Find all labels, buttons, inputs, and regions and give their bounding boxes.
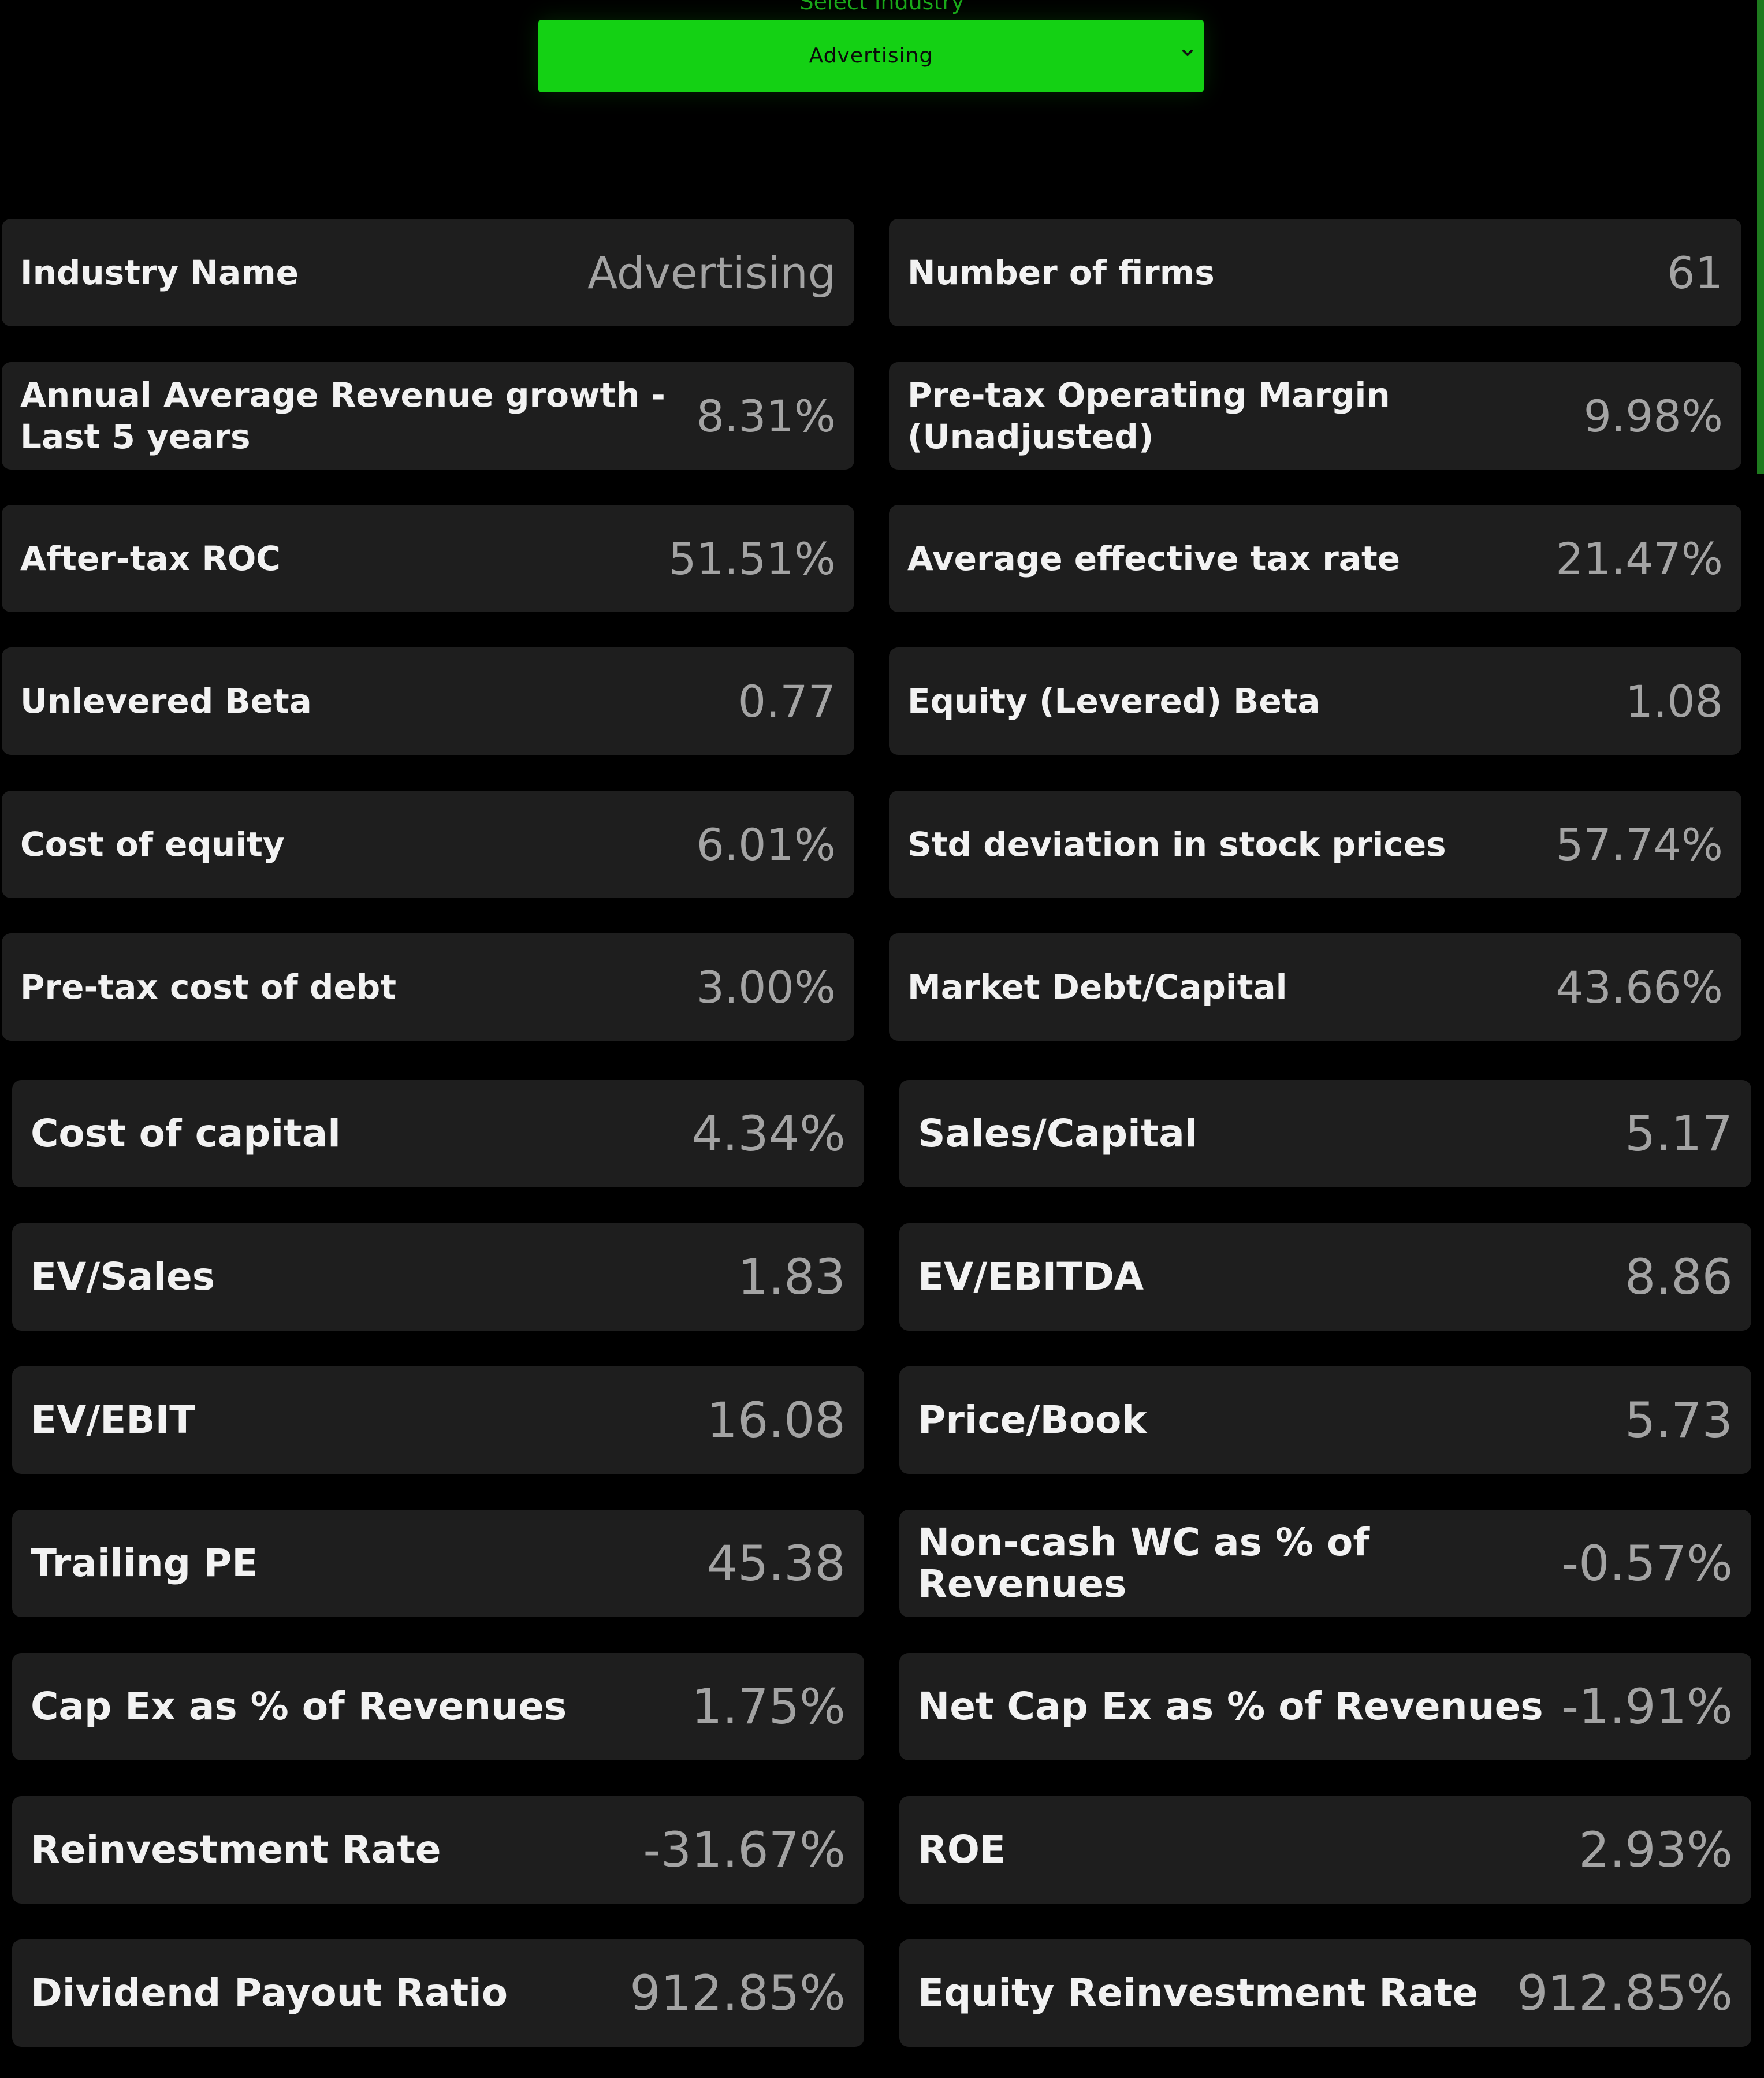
metric-value: 2.93%: [1579, 1822, 1733, 1878]
metric-card-revenue-growth: Annual Average Revenue growth - Last 5 y…: [2, 362, 854, 470]
metric-card-trailing-pe: Trailing PE 45.38: [12, 1510, 864, 1617]
metric-label: Equity Reinvestment Rate: [918, 1971, 1479, 2015]
metric-label: Average effective tax rate: [907, 539, 1401, 578]
metric-label: Number of firms: [907, 253, 1215, 292]
metric-value: Advertising: [587, 247, 836, 299]
metric-card-cost-of-capital: Cost of capital 4.34%: [12, 1080, 864, 1187]
metric-value: 6.01%: [696, 818, 836, 870]
metric-value: 8.86: [1624, 1249, 1733, 1305]
metric-card-market-debt-capital: Market Debt/Capital 43.66%: [889, 933, 1741, 1041]
metric-value: -31.67%: [643, 1822, 846, 1878]
metric-label: ROE: [918, 1827, 1006, 1872]
metric-label: Dividend Payout Ratio: [31, 1971, 508, 2015]
select-industry-label: Select industry: [799, 0, 965, 14]
metric-label: EV/Sales: [31, 1254, 215, 1299]
metric-value: -0.57%: [1561, 1535, 1733, 1592]
metric-label: Cost of equity: [20, 825, 285, 864]
metric-card-net-cap-ex: Net Cap Ex as % of Revenues -1.91%: [899, 1653, 1751, 1760]
metric-label: Price/Book: [918, 1398, 1147, 1442]
metric-value: 9.98%: [1583, 390, 1723, 442]
industry-select-value: Advertising: [809, 44, 933, 68]
metric-label: EV/EBIT: [31, 1398, 196, 1442]
metric-value: 3.00%: [696, 961, 836, 1013]
metric-value: 1.08: [1625, 675, 1723, 727]
metric-label: Pre-tax cost of debt: [20, 967, 397, 1007]
metric-label: Unlevered Beta: [20, 682, 312, 721]
metric-value: 43.66%: [1555, 961, 1723, 1013]
metric-card-operating-margin: Pre-tax Operating Margin (Unadjusted) 9.…: [889, 362, 1741, 470]
metric-card-price-book: Price/Book 5.73: [899, 1366, 1751, 1474]
metric-card-industry-name: Industry Name Advertising: [2, 219, 854, 326]
metric-card-sales-capital: Sales/Capital 5.17: [899, 1080, 1751, 1187]
metric-card-non-cash-wc: Non-cash WC as % of Revenues -0.57%: [899, 1510, 1751, 1617]
metric-value: 912.85%: [1517, 1965, 1733, 2021]
metric-label: Reinvestment Rate: [31, 1827, 441, 1872]
metric-card-std-deviation: Std deviation in stock prices 57.74%: [889, 791, 1741, 898]
metric-label: EV/EBITDA: [918, 1254, 1144, 1299]
metric-card-reinvestment-rate: Reinvestment Rate -31.67%: [12, 1796, 864, 1904]
metric-value: 1.83: [737, 1249, 846, 1305]
metric-label: Non-cash WC as % of Revenues: [918, 1520, 1370, 1606]
metric-value: 57.74%: [1555, 818, 1723, 870]
metric-value: 0.77: [738, 675, 836, 727]
metric-card-equity-reinvestment: Equity Reinvestment Rate 912.85%: [899, 1939, 1751, 2047]
metric-card-after-tax-roc: After-tax ROC 51.51%: [2, 505, 854, 612]
metric-label: Cost of capital: [31, 1111, 341, 1156]
metric-label: Std deviation in stock prices: [907, 825, 1446, 864]
metric-label: Sales/Capital: [918, 1111, 1198, 1156]
metric-label: Trailing PE: [31, 1541, 258, 1585]
metric-label: Market Debt/Capital: [907, 967, 1287, 1007]
metric-label: Pre-tax Operating Margin (Unadjusted): [907, 375, 1390, 456]
industry-select[interactable]: Advertising: [538, 20, 1204, 92]
metric-value: 912.85%: [630, 1965, 846, 2021]
metric-card-unlevered-beta: Unlevered Beta 0.77: [2, 647, 854, 755]
metric-card-pre-tax-cost-of-debt: Pre-tax cost of debt 3.00%: [2, 933, 854, 1041]
page-scrollbar[interactable]: [1757, 0, 1764, 474]
metric-label: After-tax ROC: [20, 539, 281, 578]
metric-value: 51.51%: [668, 532, 836, 584]
metric-card-roe: ROE 2.93%: [899, 1796, 1751, 1904]
metric-label: Annual Average Revenue growth - Last 5 y…: [20, 375, 665, 456]
metric-value: 5.73: [1624, 1392, 1733, 1448]
metric-value: 61: [1667, 247, 1723, 299]
metric-value: 4.34%: [691, 1105, 846, 1162]
metric-card-number-of-firms: Number of firms 61: [889, 219, 1741, 326]
metric-value: -1.91%: [1561, 1678, 1733, 1735]
metric-label: Net Cap Ex as % of Revenues: [918, 1684, 1543, 1729]
metric-label: Industry Name: [20, 253, 299, 292]
metric-card-effective-tax-rate: Average effective tax rate 21.47%: [889, 505, 1741, 612]
metric-label: Equity (Levered) Beta: [907, 682, 1320, 721]
metric-value: 8.31%: [696, 390, 836, 442]
metric-value: 21.47%: [1555, 532, 1723, 584]
metric-card-ev-ebit: EV/EBIT 16.08: [12, 1366, 864, 1474]
metric-card-dividend-payout: Dividend Payout Ratio 912.85%: [12, 1939, 864, 2047]
metric-card-cost-of-equity: Cost of equity 6.01%: [2, 791, 854, 898]
metric-card-cap-ex: Cap Ex as % of Revenues 1.75%: [12, 1653, 864, 1760]
metric-label: Cap Ex as % of Revenues: [31, 1684, 567, 1729]
metric-value: 1.75%: [691, 1678, 846, 1735]
metric-card-ev-sales: EV/Sales 1.83: [12, 1223, 864, 1331]
metric-value: 5.17: [1624, 1105, 1733, 1162]
metric-card-levered-beta: Equity (Levered) Beta 1.08: [889, 647, 1741, 755]
metric-card-ev-ebitda: EV/EBITDA 8.86: [899, 1223, 1751, 1331]
metric-value: 16.08: [706, 1392, 846, 1448]
metric-value: 45.38: [706, 1535, 846, 1592]
chevron-down-icon: [1182, 50, 1193, 56]
